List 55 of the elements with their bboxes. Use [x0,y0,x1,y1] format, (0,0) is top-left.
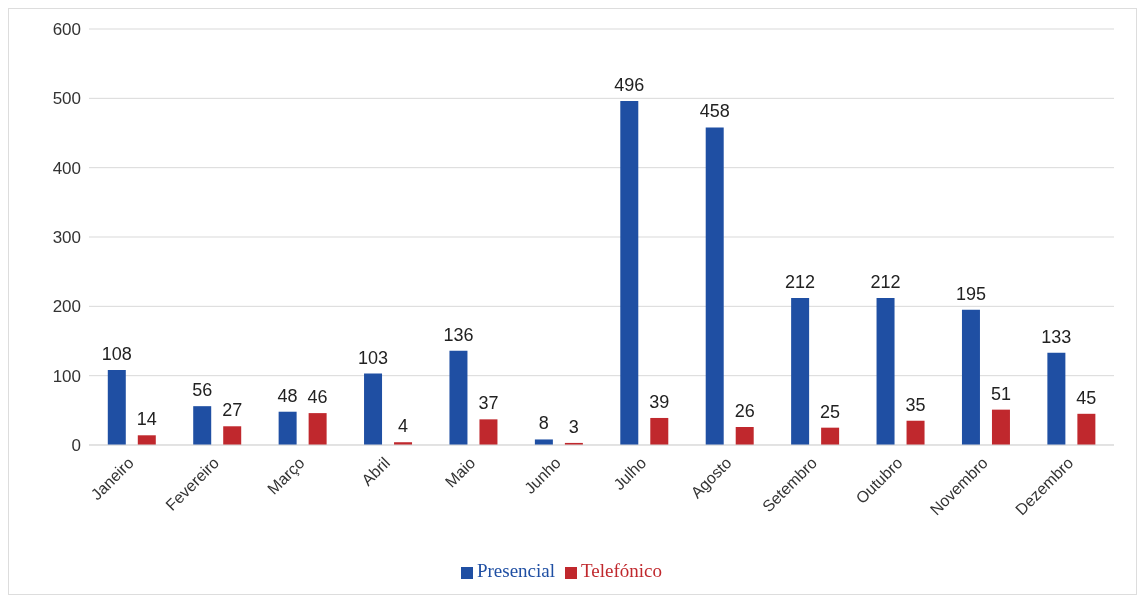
data-label: 45 [1076,387,1097,408]
data-label: 39 [649,391,670,412]
legend-label: Telefónico [581,560,663,581]
bar [193,406,212,445]
data-label: 37 [478,393,499,414]
data-label: 56 [192,380,213,401]
y-tick-label: 200 [52,297,81,317]
data-label: 35 [905,394,926,415]
data-label: 212 [870,272,901,293]
data-label: 14 [136,409,157,430]
y-tick-label: 100 [52,366,81,386]
data-label: 8 [538,413,549,434]
data-label: 51 [990,383,1011,404]
data-label: 133 [1041,326,1072,347]
bar [821,427,840,445]
bar [449,350,468,445]
data-label: 27 [222,400,243,421]
bar [479,419,498,445]
bar [278,411,297,445]
data-label: 26 [734,400,755,421]
bar [137,435,156,445]
bar [1047,352,1066,445]
bar [308,413,327,445]
data-label: 496 [614,75,645,96]
bar [223,426,242,445]
y-tick-label: 600 [52,20,81,40]
data-label: 25 [820,401,841,422]
bar [906,420,925,445]
bar [364,373,383,445]
data-label: 195 [955,283,986,304]
data-label: 212 [785,272,816,293]
bar [991,409,1010,445]
bar [650,417,669,445]
bar [961,309,980,445]
data-label: 458 [699,101,730,122]
data-label: 3 [568,416,579,437]
bar [876,298,895,445]
bar [705,127,724,445]
data-label: 108 [101,344,132,365]
bar [107,370,126,445]
bar [534,439,553,445]
data-label: 136 [443,324,474,345]
y-tick-label: 500 [52,89,81,109]
bar [620,101,639,445]
data-label: 4 [398,416,409,437]
bar [735,426,754,445]
data-label: 46 [307,387,328,408]
bar [1077,413,1096,445]
legend-label: Presencial [476,560,556,581]
y-tick-label: 300 [52,228,81,248]
data-label: 48 [277,385,298,406]
y-tick-label: 400 [52,158,81,178]
y-tick-label: 0 [71,436,81,456]
bar [791,298,810,445]
data-label: 103 [358,347,389,368]
